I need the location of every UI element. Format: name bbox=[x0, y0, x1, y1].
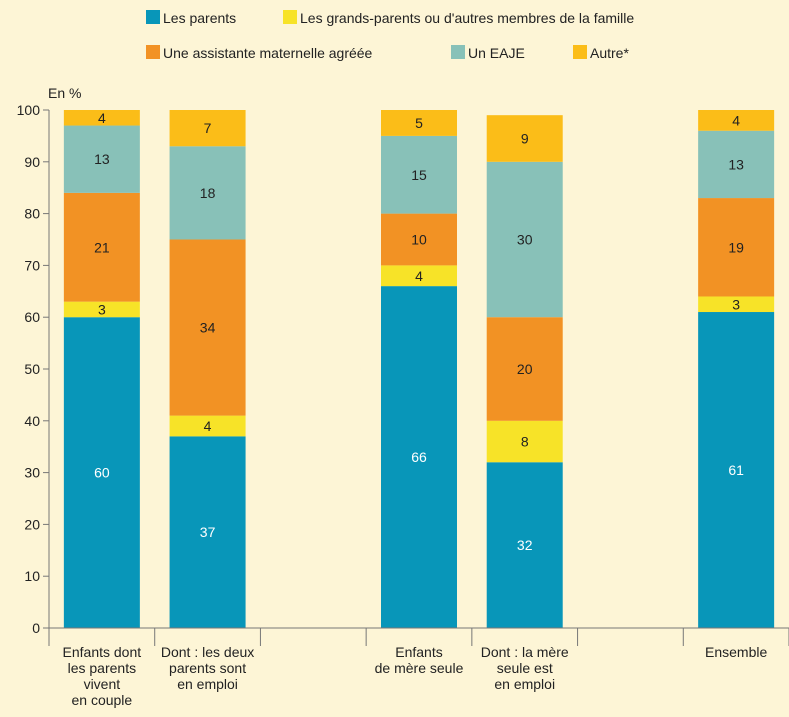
x-category-label: Enfants dont bbox=[63, 644, 142, 660]
bar-segment bbox=[486, 317, 563, 421]
bar-segment bbox=[169, 146, 246, 240]
bars: 60 3 21 13 4 37 4 34 18 7 66 4 10 15 5 32 8 20 30 9 61 3 19 13 4 bbox=[63, 110, 775, 628]
legend-label: Autre* bbox=[590, 45, 629, 61]
x-category-label: Dont : la mère bbox=[481, 644, 569, 660]
bar-value-label: 7 bbox=[204, 120, 212, 136]
x-category-label: Dont : les deux bbox=[161, 644, 254, 660]
bar-segment bbox=[381, 135, 457, 214]
bar-value-label: 9 bbox=[521, 130, 529, 146]
y-tick-label: 100 bbox=[17, 102, 41, 118]
y-tick-label: 50 bbox=[24, 361, 40, 377]
legend: Les parents Les grands-parents ou d'autre… bbox=[146, 10, 634, 61]
bar-segment bbox=[63, 301, 140, 318]
bar-segment bbox=[169, 110, 246, 147]
y-tick-label: 0 bbox=[32, 620, 40, 636]
bar-value-label: 30 bbox=[517, 232, 533, 248]
bar-value-label: 19 bbox=[728, 239, 744, 255]
bar-value-label: 5 bbox=[415, 115, 423, 131]
bar-segment bbox=[169, 239, 246, 416]
bar-segment bbox=[486, 462, 563, 628]
bar-segment bbox=[698, 312, 775, 628]
y-tick-label: 10 bbox=[24, 568, 40, 584]
bar-segment bbox=[381, 213, 457, 266]
legend-swatch bbox=[573, 45, 587, 59]
bar-value-label: 60 bbox=[94, 465, 110, 481]
y-tick-label: 40 bbox=[24, 413, 40, 429]
x-category-label: Ensemble bbox=[705, 644, 767, 660]
bar-segment bbox=[698, 296, 775, 313]
bar-value-label: 61 bbox=[728, 462, 744, 478]
bar-value-label: 4 bbox=[204, 418, 212, 434]
bar-value-label: 21 bbox=[94, 239, 110, 255]
legend-label: Les grands-parents ou d'autres membres d… bbox=[300, 10, 634, 26]
bar-segment bbox=[381, 265, 457, 287]
bar-segment bbox=[381, 286, 457, 628]
y-tick-label: 70 bbox=[24, 257, 40, 273]
bar-value-label: 13 bbox=[94, 151, 110, 167]
y-tick-label: 30 bbox=[24, 465, 40, 481]
bar-segment bbox=[698, 110, 775, 131]
bar-segment bbox=[486, 161, 563, 318]
y-tick-label: 20 bbox=[24, 516, 40, 532]
y-tick-label: 90 bbox=[24, 154, 40, 170]
bar-value-label: 10 bbox=[411, 232, 427, 248]
legend-label: Les parents bbox=[163, 10, 236, 26]
x-category-label: de mère seule bbox=[375, 660, 464, 676]
bar-value-label: 4 bbox=[415, 268, 423, 284]
bar-segment bbox=[698, 130, 775, 199]
bar-segment bbox=[381, 110, 457, 136]
bar-segment bbox=[169, 436, 246, 628]
x-category-label: vivent bbox=[84, 676, 121, 692]
y-tick-label: 60 bbox=[24, 309, 40, 325]
bar-value-label: 18 bbox=[200, 185, 216, 201]
bar-segment bbox=[486, 115, 563, 162]
y-tick-label: 80 bbox=[24, 206, 40, 222]
bar-segment bbox=[63, 110, 140, 126]
bar-segment bbox=[169, 415, 246, 437]
bar-value-label: 20 bbox=[517, 361, 533, 377]
x-category-label: en emploi bbox=[494, 676, 555, 692]
x-category-label: parents sont bbox=[169, 660, 246, 676]
y-axis: 0 10 20 30 40 50 60 70 80 90 100 bbox=[17, 102, 50, 636]
bar-value-label: 3 bbox=[732, 296, 740, 312]
legend-label: Un EAJE bbox=[468, 45, 525, 61]
y-axis-label: En % bbox=[48, 85, 81, 101]
legend-swatch bbox=[283, 10, 297, 24]
bar-value-label: 32 bbox=[517, 537, 533, 553]
bar-segment bbox=[63, 317, 140, 628]
bar-value-label: 8 bbox=[521, 434, 529, 450]
x-category-label: en emploi bbox=[177, 676, 238, 692]
legend-swatch bbox=[146, 10, 160, 24]
x-category-label: Enfants bbox=[395, 644, 442, 660]
bar-segment bbox=[63, 192, 140, 302]
bar-segment bbox=[698, 198, 775, 297]
legend-swatch bbox=[146, 45, 160, 59]
x-category-label: en couple bbox=[71, 692, 132, 708]
legend-label: Une assistante maternelle agréée bbox=[163, 45, 373, 61]
bar-value-label: 15 bbox=[411, 167, 427, 183]
bar-value-label: 4 bbox=[732, 112, 740, 128]
bar-value-label: 13 bbox=[728, 156, 744, 172]
bar-value-label: 37 bbox=[200, 524, 216, 540]
bar-value-label: 34 bbox=[200, 320, 216, 336]
bar-segment bbox=[486, 420, 563, 463]
bar-value-label: 4 bbox=[98, 110, 106, 126]
x-category-label: seule est bbox=[497, 660, 553, 676]
bar-value-label: 66 bbox=[411, 449, 427, 465]
x-category-label: les parents bbox=[68, 660, 136, 676]
legend-swatch bbox=[451, 45, 465, 59]
bar-segment bbox=[63, 125, 140, 193]
bar-value-label: 3 bbox=[98, 301, 106, 317]
